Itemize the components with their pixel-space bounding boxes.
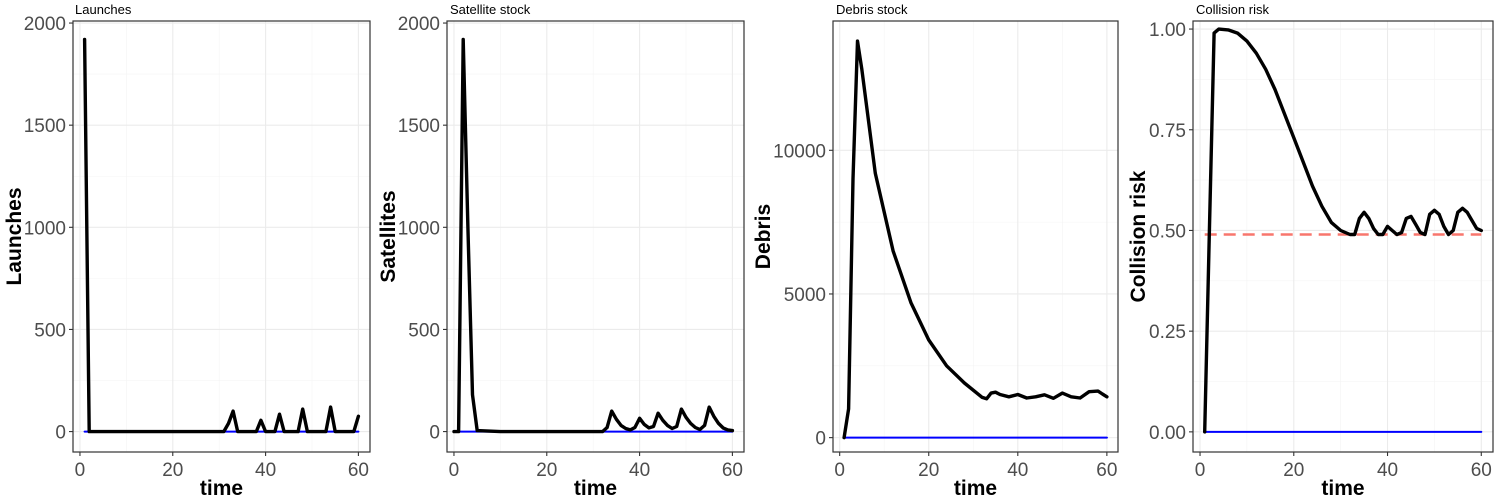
panel-border — [72, 20, 371, 453]
x-tick-label: 20 — [918, 460, 939, 481]
panel-2: 0 20 40 60 0 500 1000 1500 2000 Satellite stock ti… — [377, 2, 745, 500]
x-tick-label: 60 — [348, 460, 369, 481]
y-tick-label: 1000 — [24, 218, 66, 239]
y-tick-label: 5000 — [784, 285, 826, 306]
y-tick-label: 0.50 — [1149, 221, 1186, 242]
x-axis-title: time — [200, 477, 243, 500]
x-axis-title: time — [574, 477, 617, 500]
y-tick-label: 2000 — [24, 14, 66, 35]
y-tick-label: 500 — [34, 320, 66, 341]
panel-border — [446, 20, 745, 453]
x-tick-label: 20 — [536, 460, 557, 481]
series-group — [842, 39, 1109, 440]
panel-title: Debris stock — [836, 2, 908, 17]
panel-3: 0 20 40 60 0 5000 10000 Debris stock time Debris — [752, 2, 1119, 500]
y-tick-label: 0 — [55, 423, 66, 444]
y-axis-title: Launches — [3, 187, 26, 285]
panel-title: Satellite stock — [450, 2, 531, 17]
y-tick-label: 1.00 — [1149, 20, 1186, 41]
panel-border — [832, 20, 1119, 453]
series-group — [1202, 27, 1484, 434]
panel-4: 0 20 40 60 0.00 0.25 0.50 0.75 1.00 Collision ris… — [1127, 2, 1494, 500]
y-tick-label: 500 — [408, 320, 440, 341]
y-axis-title: Collision risk — [1127, 170, 1150, 302]
x-tick-label: 20 — [162, 460, 183, 481]
y-tick-label: 0 — [429, 423, 440, 444]
plot-background — [447, 21, 744, 452]
gridlines — [1193, 21, 1493, 452]
plot-background — [1193, 21, 1493, 452]
x-tick-label: 40 — [1007, 460, 1028, 481]
x-tick-label: 0 — [1195, 460, 1206, 481]
y-tick-label: 0 — [815, 429, 826, 450]
x-tick-label: 60 — [722, 460, 743, 481]
x-tick-label: 40 — [1377, 460, 1398, 481]
series-group — [452, 37, 735, 434]
main-series-line — [82, 37, 361, 434]
x-tick-label: 40 — [629, 460, 650, 481]
x-axis-title: time — [1321, 477, 1364, 500]
gridlines — [447, 21, 744, 452]
panel-title: Launches — [75, 2, 132, 17]
panel-border — [1192, 20, 1494, 453]
plot-background — [833, 21, 1118, 452]
x-tick-label: 0 — [449, 460, 460, 481]
y-tick-label: 10000 — [773, 141, 826, 162]
main-series-line — [842, 39, 1109, 440]
x-tick-label: 0 — [834, 460, 845, 481]
y-tick-label: 0.25 — [1149, 322, 1186, 343]
y-tick-label: 2000 — [398, 14, 440, 35]
y-axis-title: Debris — [752, 204, 775, 269]
plot-background — [73, 21, 370, 452]
main-series-line — [1202, 27, 1484, 434]
y-tick-label: 1500 — [24, 116, 66, 137]
gridlines — [833, 21, 1118, 452]
y-tick-label: 1500 — [398, 116, 440, 137]
y-tick-label: 1000 — [398, 218, 440, 239]
x-tick-label: 0 — [75, 460, 86, 481]
x-axis-title: time — [954, 477, 997, 500]
panel-1: 0 20 40 60 0 500 1000 1500 2000 Launches time Launc… — [3, 2, 371, 500]
x-tick-label: 60 — [1471, 460, 1492, 481]
y-axis-title: Satellites — [377, 190, 400, 282]
series-group — [82, 37, 361, 434]
y-tick-label: 0.00 — [1149, 423, 1186, 444]
x-tick-label: 20 — [1283, 460, 1304, 481]
x-tick-label: 60 — [1096, 460, 1117, 481]
x-tick-label: 40 — [255, 460, 276, 481]
y-tick-label: 0.75 — [1149, 121, 1186, 142]
main-series-line — [452, 37, 735, 434]
panel-title: Collision risk — [1196, 2, 1269, 17]
